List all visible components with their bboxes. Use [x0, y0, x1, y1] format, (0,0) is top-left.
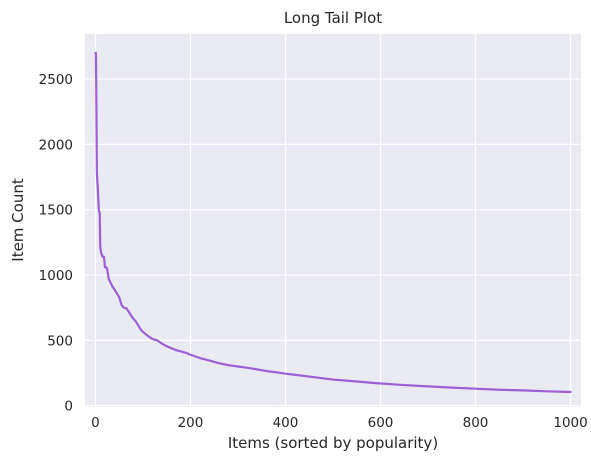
y-axis-label: Item Count: [9, 178, 27, 262]
y-tick-label: 2500: [39, 72, 73, 88]
x-tick-labels: 0 200 400 600 800 1000: [91, 415, 588, 431]
x-tick-label: 200: [178, 415, 204, 431]
y-tick-label: 1500: [39, 203, 73, 219]
y-tick-label: 0: [64, 399, 73, 415]
x-tick-label: 1000: [553, 415, 587, 431]
x-tick-label: 400: [273, 415, 299, 431]
y-tick-label: 1000: [39, 268, 73, 284]
x-tick-label: 800: [463, 415, 489, 431]
y-gridlines: [85, 78, 581, 407]
series-group: [94, 51, 572, 394]
x-tick-label: 0: [91, 415, 100, 431]
x-tick-label: 600: [368, 415, 394, 431]
series-line: [94, 51, 572, 394]
x-axis-label: Items (sorted by popularity): [228, 434, 438, 452]
plot-background: [85, 34, 581, 407]
chart-title: Long Tail Plot: [284, 9, 382, 27]
x-gridlines: [94, 34, 572, 407]
y-tick-labels: 0 500 1000 1500 2000 2500: [39, 72, 73, 415]
y-tick-label: 2000: [39, 137, 73, 153]
y-tick-label: 500: [47, 333, 73, 349]
